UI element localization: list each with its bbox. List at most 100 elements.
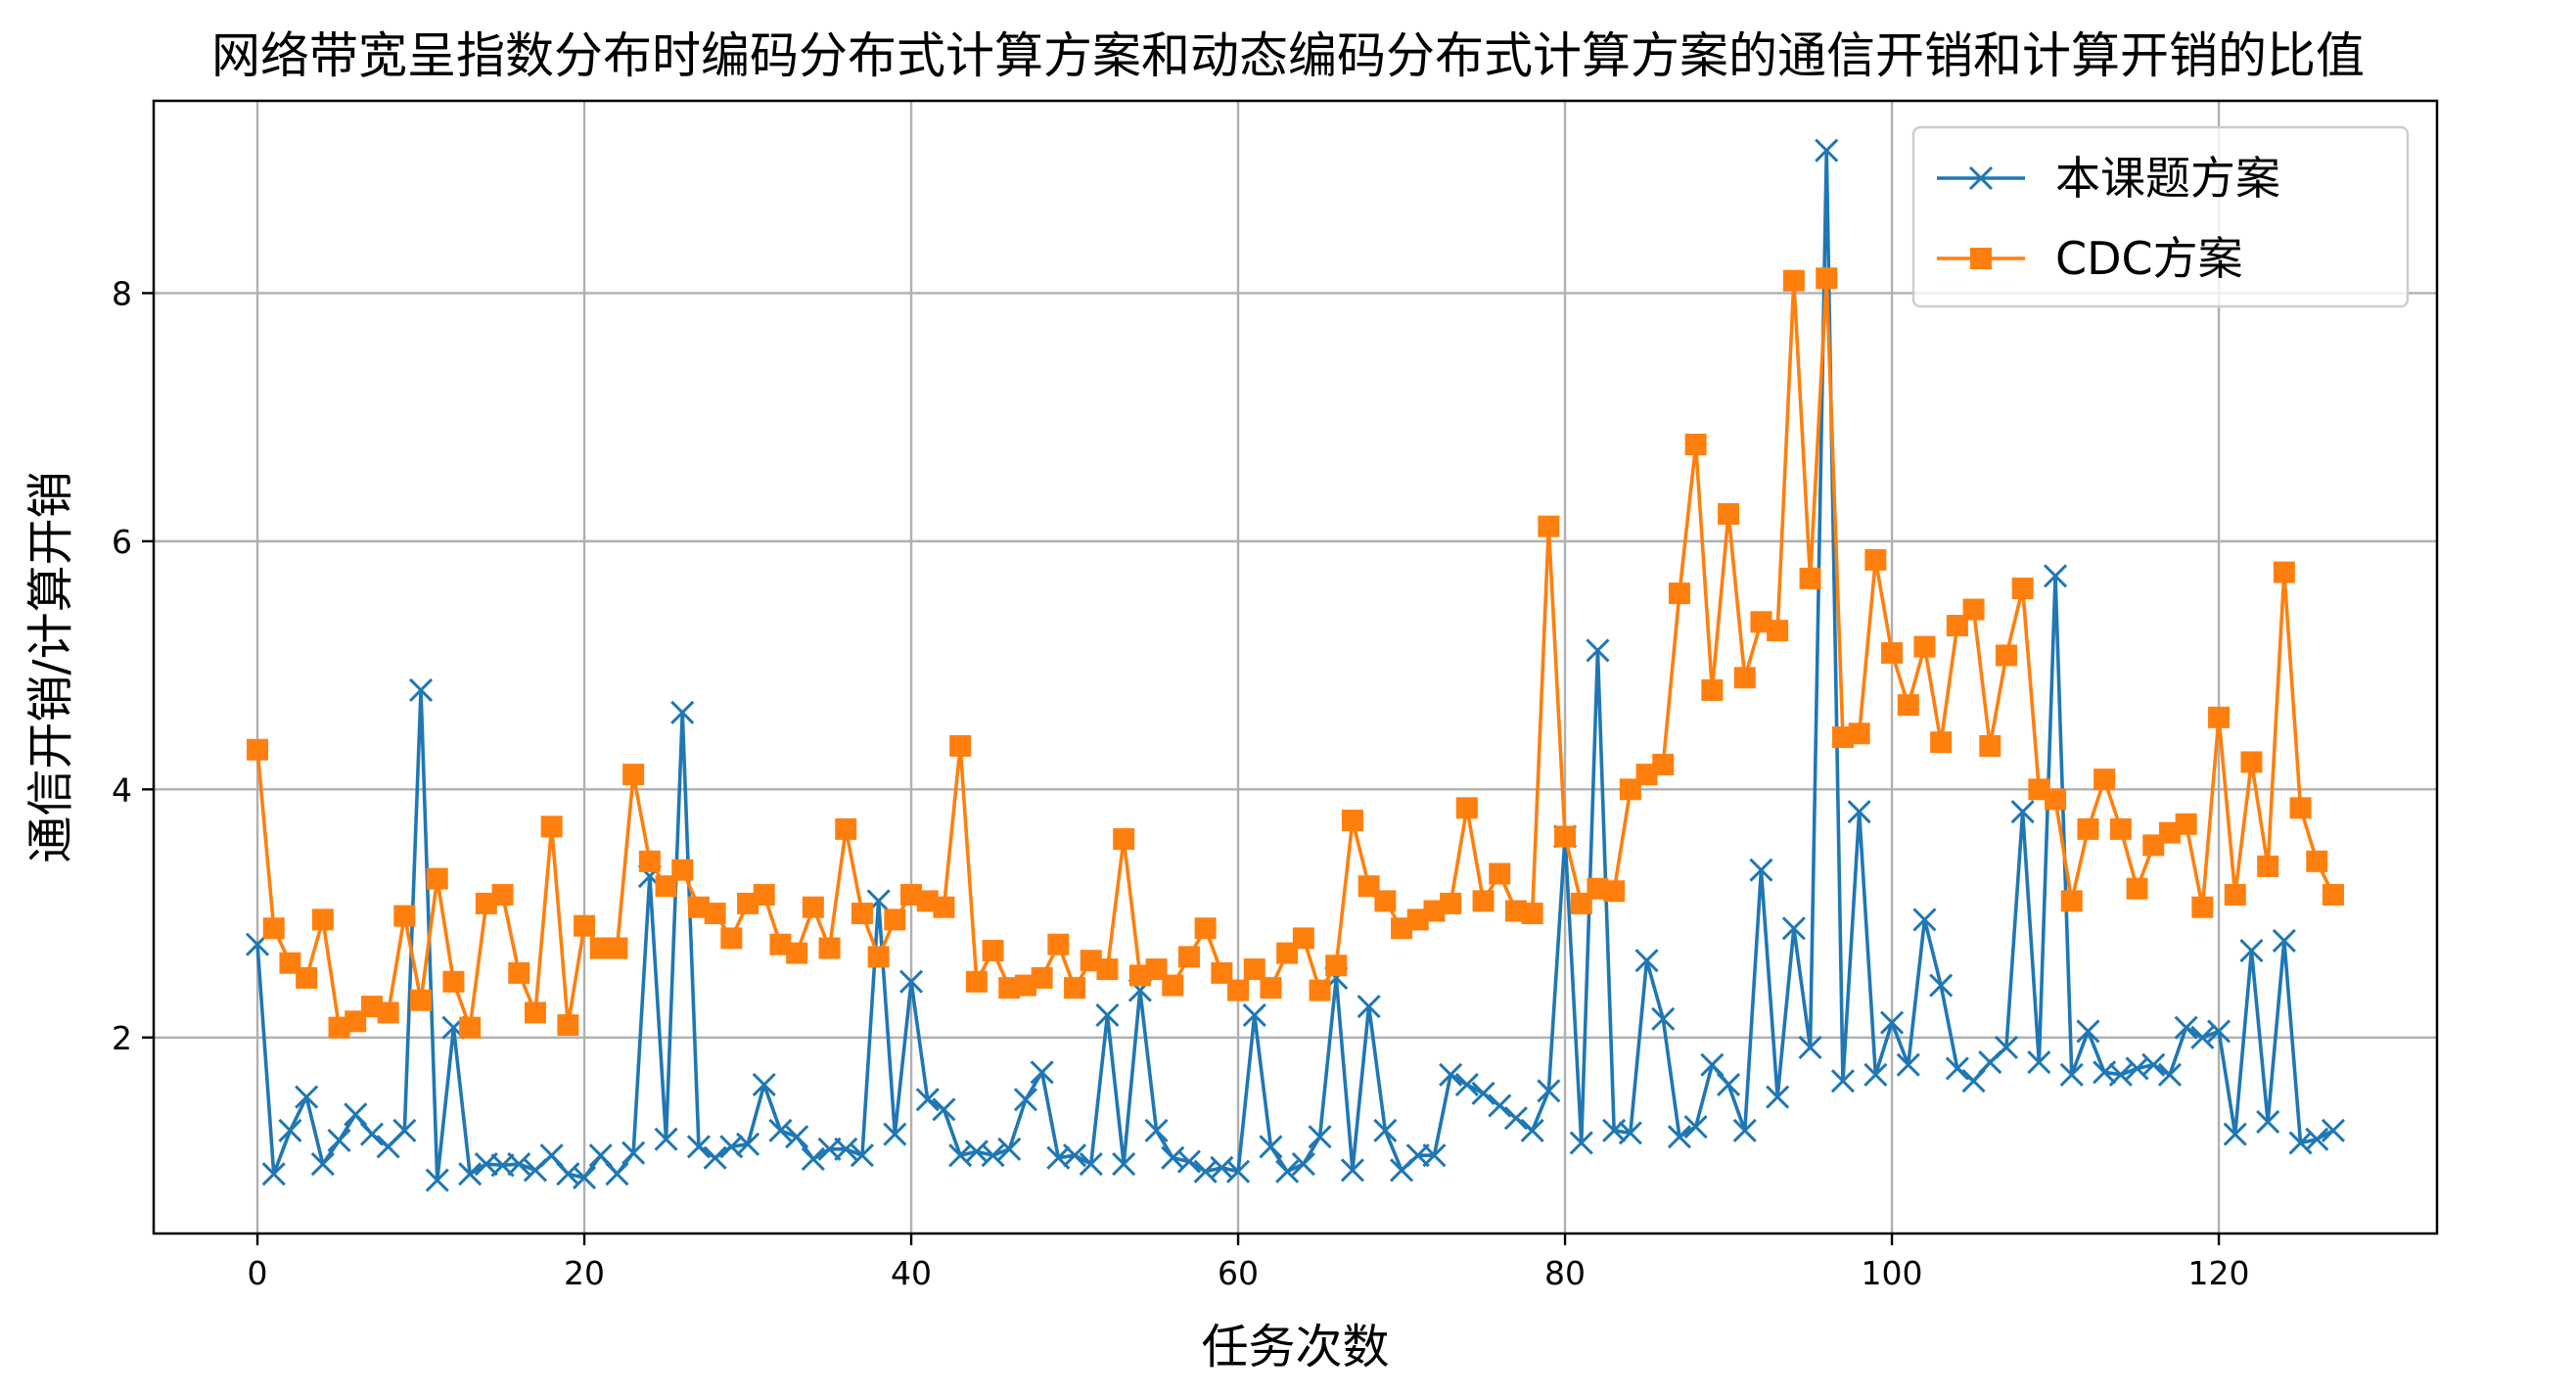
data-point bbox=[1357, 995, 1381, 1019]
data-point bbox=[2272, 928, 2296, 953]
data-point bbox=[1162, 974, 1184, 997]
data-point bbox=[752, 1072, 776, 1096]
data-point bbox=[2175, 813, 2197, 835]
legend-label: 本课题方案 bbox=[2055, 152, 2280, 205]
data-point bbox=[1799, 567, 1821, 589]
data-point bbox=[1946, 615, 1968, 637]
data-point bbox=[1243, 958, 1265, 981]
data-point bbox=[1863, 1062, 1888, 1087]
data-point bbox=[1471, 1081, 1495, 1105]
data-point bbox=[1309, 979, 1331, 1001]
data-point bbox=[687, 896, 710, 918]
legend-marker bbox=[1970, 248, 1992, 269]
data-point bbox=[247, 738, 269, 761]
data-point bbox=[1798, 1035, 1822, 1059]
data-point bbox=[279, 952, 301, 974]
data-point bbox=[1440, 892, 1462, 914]
data-point bbox=[1634, 949, 1659, 973]
data-point bbox=[704, 903, 726, 925]
data-point bbox=[1749, 858, 1773, 882]
x-tick-label: 120 bbox=[2188, 1254, 2250, 1292]
data-point bbox=[1816, 267, 1838, 290]
data-point bbox=[1260, 977, 1282, 1000]
data-point bbox=[1896, 1052, 1920, 1077]
data-point bbox=[2306, 850, 2328, 872]
x-tick-label: 80 bbox=[1544, 1254, 1586, 1292]
data-point bbox=[1439, 1062, 1463, 1087]
data-point bbox=[2126, 877, 2148, 900]
data-point bbox=[278, 1118, 302, 1142]
data-point bbox=[883, 1122, 907, 1146]
data-point bbox=[997, 1137, 1022, 1161]
data-point bbox=[1930, 731, 1953, 754]
data-point bbox=[1489, 862, 1511, 885]
data-point bbox=[2223, 1122, 2247, 1146]
data-point bbox=[835, 817, 857, 840]
data-point bbox=[261, 1162, 286, 1187]
data-point bbox=[2010, 800, 2035, 824]
data-point bbox=[310, 1151, 335, 1177]
data-point bbox=[295, 1085, 319, 1109]
data-point bbox=[1619, 778, 1641, 801]
data-point bbox=[1455, 797, 1478, 819]
data-point bbox=[1732, 1118, 1757, 1142]
data-point bbox=[1503, 1106, 1529, 1131]
y-axis-label: 通信开销/计算开销 bbox=[23, 471, 78, 862]
data-point bbox=[1603, 880, 1626, 903]
data-point bbox=[1750, 611, 1772, 633]
data-point bbox=[1700, 1052, 1725, 1077]
data-point bbox=[1766, 1085, 1790, 1109]
data-point bbox=[1176, 1149, 1202, 1174]
data-point bbox=[932, 1097, 956, 1122]
data-point bbox=[410, 989, 433, 1011]
data-point bbox=[1391, 917, 1413, 940]
data-point bbox=[622, 764, 645, 786]
legend-box bbox=[1911, 125, 2410, 308]
data-point bbox=[998, 977, 1021, 1000]
data-point bbox=[1864, 548, 1887, 571]
data-point bbox=[475, 892, 497, 914]
chart-title: 网络带宽呈指数分布时编码分布式计算方案和动态编码分布式计算方案的通信开销和计算开… bbox=[211, 27, 2365, 84]
data-point bbox=[2256, 1109, 2280, 1135]
data-point bbox=[1847, 800, 1871, 824]
data-point bbox=[1406, 908, 1429, 931]
data-point bbox=[1945, 1056, 1969, 1081]
data-point bbox=[2028, 778, 2050, 801]
data-point bbox=[737, 892, 759, 914]
data-point bbox=[1570, 892, 1592, 914]
legend-marker bbox=[1968, 165, 1994, 191]
data-point bbox=[1079, 1151, 1103, 1177]
data-point bbox=[1145, 958, 1168, 981]
data-point bbox=[1095, 1002, 1120, 1028]
data-point bbox=[2108, 1062, 2133, 1087]
data-point bbox=[589, 937, 612, 959]
data-point bbox=[884, 908, 906, 931]
data-point bbox=[1144, 1118, 1169, 1142]
data-point bbox=[1537, 1079, 1561, 1103]
data-point bbox=[1096, 958, 1119, 981]
data-point bbox=[1080, 950, 1102, 972]
data-point bbox=[1177, 946, 1200, 968]
data-point bbox=[1227, 979, 1250, 1001]
data-point bbox=[2142, 834, 2165, 857]
data-point bbox=[1683, 1114, 1708, 1140]
data-point bbox=[801, 1146, 825, 1172]
data-point bbox=[670, 700, 695, 724]
data-point bbox=[2174, 1015, 2198, 1040]
data-point bbox=[605, 1162, 629, 1187]
data-point bbox=[1194, 917, 1217, 940]
data-point bbox=[1374, 890, 1397, 912]
data-point bbox=[867, 946, 890, 968]
data-point bbox=[1718, 502, 1740, 525]
data-point bbox=[2273, 561, 2295, 583]
data-point bbox=[1211, 961, 1233, 984]
data-point bbox=[1830, 1069, 1856, 1094]
data-point bbox=[933, 896, 955, 918]
data-point bbox=[524, 1001, 546, 1024]
data-point bbox=[408, 677, 434, 703]
data-point bbox=[1341, 810, 1363, 832]
data-point bbox=[818, 937, 841, 959]
data-point bbox=[2109, 817, 2132, 840]
legend-item: CDC方案 bbox=[1937, 232, 2243, 285]
